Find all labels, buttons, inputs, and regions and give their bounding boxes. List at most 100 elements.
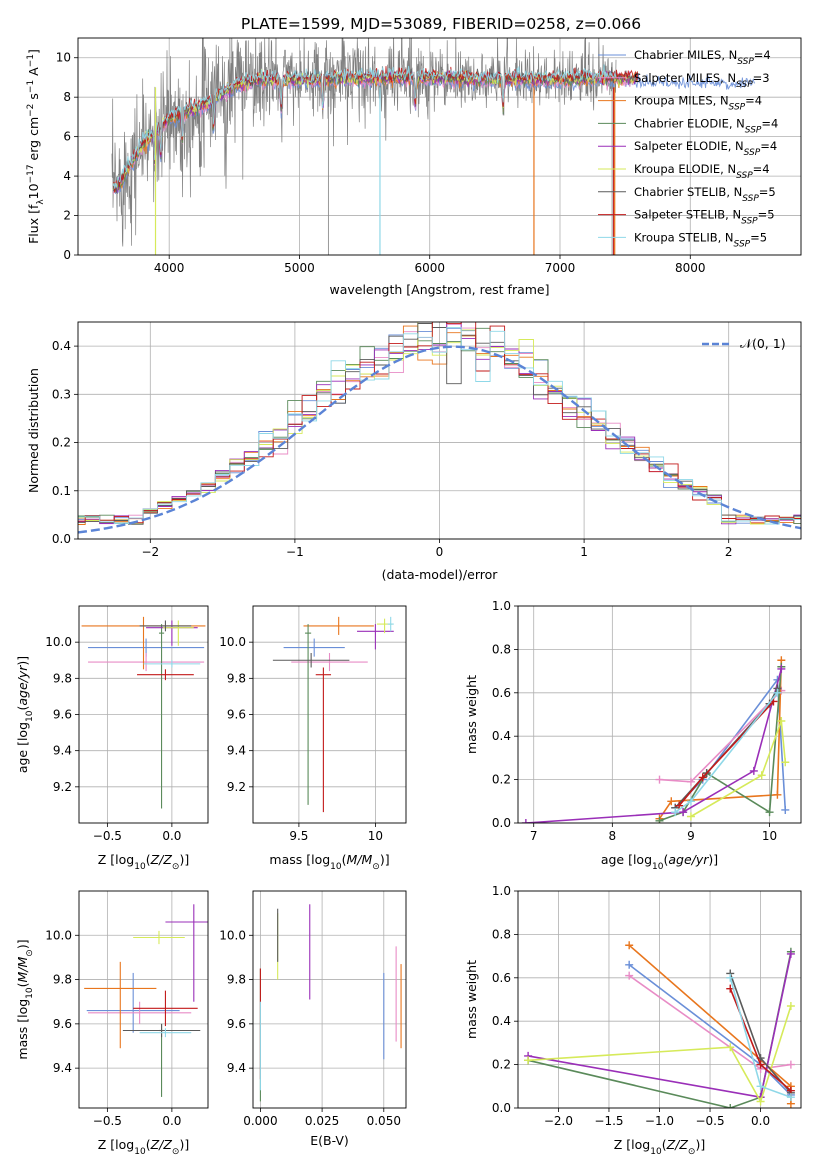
y-axis-label: mass weight xyxy=(464,675,479,754)
weight-marker xyxy=(625,971,634,980)
weight-marker xyxy=(686,797,695,806)
x-axis-label: E(B-V) xyxy=(310,1133,349,1148)
axes-frame xyxy=(517,605,802,824)
label-part: ] xyxy=(26,49,41,54)
axes-frame xyxy=(517,890,802,1109)
x-tick-label: 1 xyxy=(580,545,588,559)
x-tick-label: 9.5 xyxy=(289,829,308,843)
x-tick-label: 8000 xyxy=(675,261,706,275)
x-axis-label: age [log10(age/yr)] xyxy=(601,852,718,872)
label-part: Chabrier STELIB, N xyxy=(634,185,742,199)
label-part: SSP xyxy=(742,194,759,204)
label-part: 10 xyxy=(25,710,35,722)
weight-marker xyxy=(675,801,684,810)
label-part: ( xyxy=(662,1137,667,1152)
label-part: )] xyxy=(179,1137,189,1152)
weight-marker xyxy=(671,808,680,817)
x-tick-label: −2.0 xyxy=(544,1114,573,1128)
label-part: λ xyxy=(36,199,46,205)
y-tick-label: 0.4 xyxy=(492,729,511,743)
label-part: age/yr xyxy=(668,852,709,867)
weight-marker xyxy=(686,777,695,786)
mass_vs_ebv-plot-area xyxy=(259,904,402,1102)
weight-marker xyxy=(726,1043,735,1052)
y-tick-label: 0.4 xyxy=(52,339,71,353)
y-tick-label: 9.4 xyxy=(227,1061,246,1075)
label-part: ( xyxy=(146,852,151,867)
y-tick-label: 0.8 xyxy=(492,642,511,656)
age_vs_Z-panel: −0.5 0.09.29.49.69.810.0Z [log10(Z/Z⊙)]ag… xyxy=(15,605,209,872)
weight-marker xyxy=(773,688,782,697)
x-tick-label: 5000 xyxy=(284,261,315,275)
spectrum-plot-area xyxy=(111,38,756,255)
y-tick-label: 0.1 xyxy=(52,484,71,498)
y-tick-label: 10.0 xyxy=(45,928,72,942)
legend-entry: Chabrier ELODIE, NSSP=4 xyxy=(634,116,778,135)
label-part: Chabrier MILES, N xyxy=(634,48,737,62)
y-tick-label: 9.4 xyxy=(53,744,72,758)
x-axis-label: Z [log10(Z/Z⊙)] xyxy=(98,1137,189,1157)
residuals-panel: −2 −1 0 1 2 0.0 0.1 0.2 0.3 0.4 𝒩(0, 1) (data-model… xyxy=(26,321,802,582)
label-part: ( xyxy=(146,1137,151,1152)
label-part: M/M xyxy=(347,852,373,867)
legend-entry: Chabrier MILES, NSSP=4 xyxy=(634,48,771,67)
errorbar-point-7 xyxy=(133,990,198,1027)
errorbar-point-3 xyxy=(158,624,165,809)
weight-marker xyxy=(781,805,790,814)
label-part: =5 xyxy=(750,230,767,244)
label-part: age [log xyxy=(601,852,652,867)
x-tick-label: 6000 xyxy=(414,261,445,275)
label-part: age/yr xyxy=(15,665,30,706)
weight-marker xyxy=(655,775,664,784)
label-part: =3 xyxy=(753,71,770,85)
y-tick-label: 9.6 xyxy=(227,1017,246,1031)
x-tick-label: 0.0 xyxy=(162,1114,181,1128)
weight-marker xyxy=(756,1060,765,1069)
errorbar-point-8 xyxy=(387,616,394,632)
errorbar-point-5 xyxy=(162,620,194,646)
label-part: A xyxy=(26,67,41,80)
label-part: Z [log xyxy=(614,1137,650,1152)
weight_vs_age-panel: 7 8 9 10 0.0 0.2 0.4 0.6 0.8 1.0 mass weight age [l… xyxy=(464,599,802,872)
label-part: ⊙ xyxy=(372,862,380,872)
label-part: =4 xyxy=(753,162,770,176)
weight-marker xyxy=(786,1060,795,1069)
y-tick-label: 9.8 xyxy=(53,973,72,987)
axes-frame xyxy=(78,605,209,824)
weight-marker xyxy=(756,1097,765,1106)
y-axis-label: Normed distribution xyxy=(26,368,41,493)
weight-marker xyxy=(786,1093,795,1102)
legend-entry: Salpeter STELIB, NSSP=5 xyxy=(634,208,775,227)
y-tick-label: 0.2 xyxy=(492,773,511,787)
y-tick-label: 9.4 xyxy=(53,1061,72,1075)
label-part: =5 xyxy=(758,208,775,222)
y-tick-label: 9.8 xyxy=(227,973,246,987)
label-part: Chabrier ELODIE, N xyxy=(634,116,745,130)
weight_vs_Z-plot-area xyxy=(524,941,795,1108)
y-tick-label: 10.0 xyxy=(219,928,246,942)
mass_vs_Z-plot-area xyxy=(84,904,208,1097)
legend-entry: Salpeter MILES, NSSP=3 xyxy=(634,71,770,90)
model-spectrum-8 xyxy=(112,64,617,189)
weight-marker xyxy=(667,797,676,806)
weight-marker xyxy=(655,816,664,823)
label-part: 10 xyxy=(330,862,342,872)
x-tick-label: 0.0 xyxy=(751,1114,770,1128)
weight-marker xyxy=(773,790,782,799)
weight-marker xyxy=(524,1056,533,1065)
label-part: mass [log xyxy=(15,999,30,1060)
gaussian-legend-label: 𝒩(0, 1) xyxy=(740,336,786,351)
errorbar-point-2 xyxy=(84,961,157,1049)
label-part: ⊙ xyxy=(688,1147,696,1157)
weight-marker xyxy=(625,941,634,950)
x-axis-label: mass [log10(M/M⊙)] xyxy=(269,852,389,872)
label-part: SSP xyxy=(745,125,762,135)
label-part: SSP xyxy=(741,217,758,227)
label-part: mass [log xyxy=(269,852,330,867)
label-part: Z/Z xyxy=(666,1137,689,1152)
label-part: 10 xyxy=(652,862,664,872)
